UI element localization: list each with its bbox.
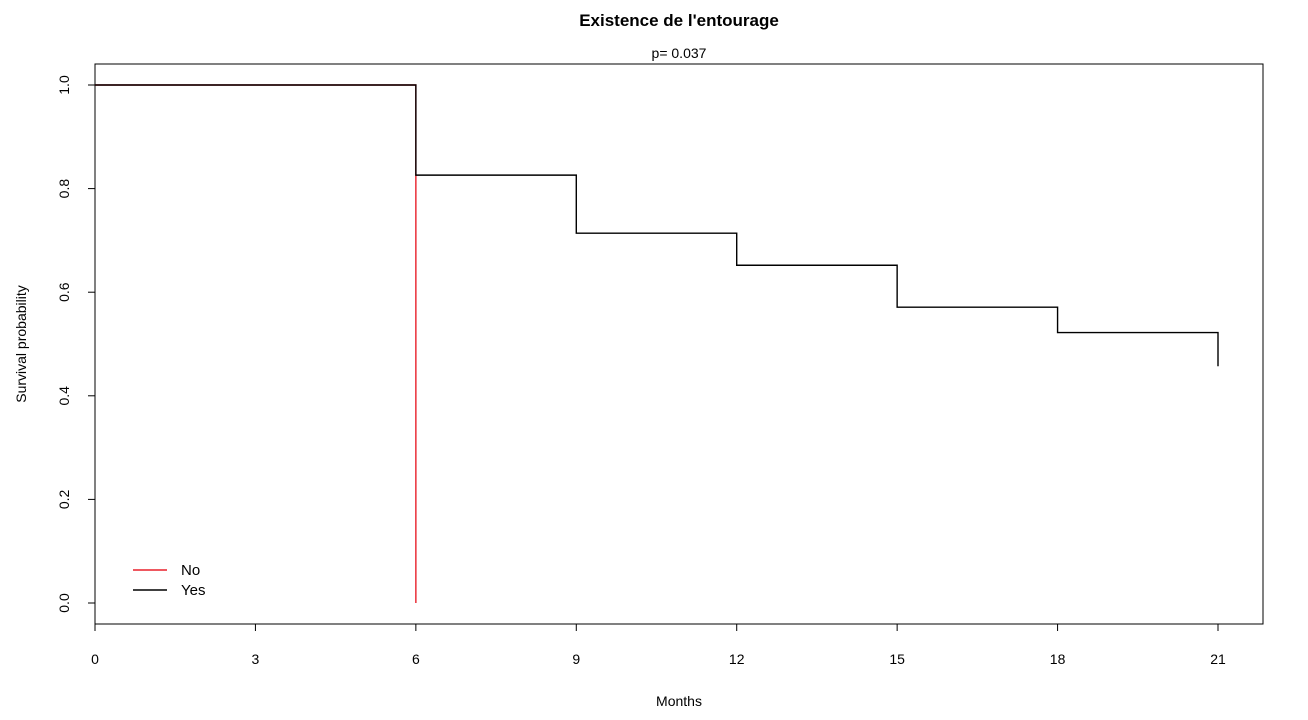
legend-item: No: [133, 562, 200, 579]
x-tick-label: 15: [889, 651, 905, 667]
plot-frame: [94, 63, 1264, 625]
chart-title: Existence de l'entourage: [579, 11, 779, 30]
x-tick-label: 21: [1210, 651, 1226, 667]
x-tick-label: 3: [252, 651, 260, 667]
y-tick-label: 0.4: [56, 386, 72, 406]
x-tick-label: 0: [91, 651, 99, 667]
legend: No Yes: [133, 562, 205, 599]
survival-curve-no: [95, 84, 417, 603]
x-tick-label: 9: [572, 651, 580, 667]
x-tick-label: 18: [1050, 651, 1066, 667]
y-axis: 0.0 0.2 0.4 0.6 0.8 1.0: [56, 75, 96, 613]
legend-item: Yes: [133, 582, 205, 599]
x-tick-label: 6: [412, 651, 420, 667]
chart-subtitle: p= 0.037: [652, 45, 707, 61]
x-tick-label: 12: [729, 651, 745, 667]
x-axis-label: Months: [656, 693, 702, 709]
y-tick-label: 0.0: [56, 593, 72, 613]
series-layer: [95, 84, 1219, 603]
y-tick-label: 0.6: [56, 282, 72, 302]
y-tick-label: 0.8: [56, 179, 72, 199]
legend-label: No: [181, 562, 200, 579]
y-tick-label: 1.0: [56, 75, 72, 95]
x-axis: 0 3 6 9 12 15 18 21: [91, 623, 1226, 667]
legend-label: Yes: [181, 582, 205, 599]
y-tick-label: 0.2: [56, 489, 72, 509]
survival-curve-yes: [95, 84, 1219, 367]
y-axis-label: Survival probability: [13, 285, 29, 403]
